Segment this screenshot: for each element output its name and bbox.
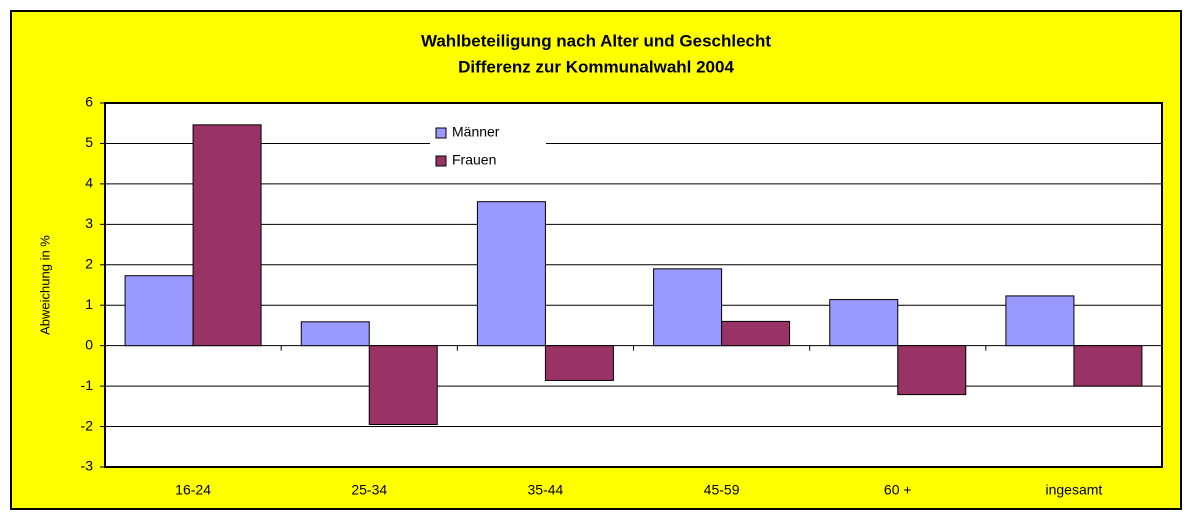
y-tick-label: 3 [85,215,93,231]
chart-subtitle: Differenz zur Kommunalwahl 2004 [458,57,734,76]
legend-box [430,118,546,176]
y-axis-label: Abweichung in % [37,235,52,335]
x-tick-label: 45-59 [704,482,740,498]
x-tick-label: 25-34 [351,482,387,498]
y-tick-label: -3 [81,458,94,474]
bar [544,345,614,381]
y-tick-label: 0 [85,336,93,352]
legend-label: Männer [452,124,500,140]
bar [124,275,194,347]
plot-border [104,102,1163,468]
y-tick-label: 4 [85,175,93,191]
y-tick-label: 6 [85,94,93,110]
bar [300,321,370,347]
bar [897,345,967,396]
y-tick-label: 1 [85,296,93,312]
legend-swatch [435,127,447,139]
y-tick-label: -1 [81,377,94,393]
x-tick-label: ingesamt [1046,482,1103,498]
y-tick-label: 2 [85,255,93,271]
y-tick-label: 5 [85,134,93,150]
chart-title: Wahlbeteiligung nach Alter und Geschlech… [421,31,771,50]
x-tick-label: 35-44 [528,482,564,498]
bar [653,268,723,347]
y-tick-label: -2 [81,417,94,433]
x-tick-label: 60 + [884,482,912,498]
bar [368,345,438,426]
bar [829,299,899,347]
bar [192,124,262,347]
bar [476,201,546,347]
bar [721,320,791,347]
legend-label: Frauen [452,152,496,168]
legend-swatch [435,155,447,167]
bar [1005,295,1075,347]
bar [1073,345,1143,387]
x-tick-label: 16-24 [175,482,211,498]
plot-area [105,103,1162,467]
